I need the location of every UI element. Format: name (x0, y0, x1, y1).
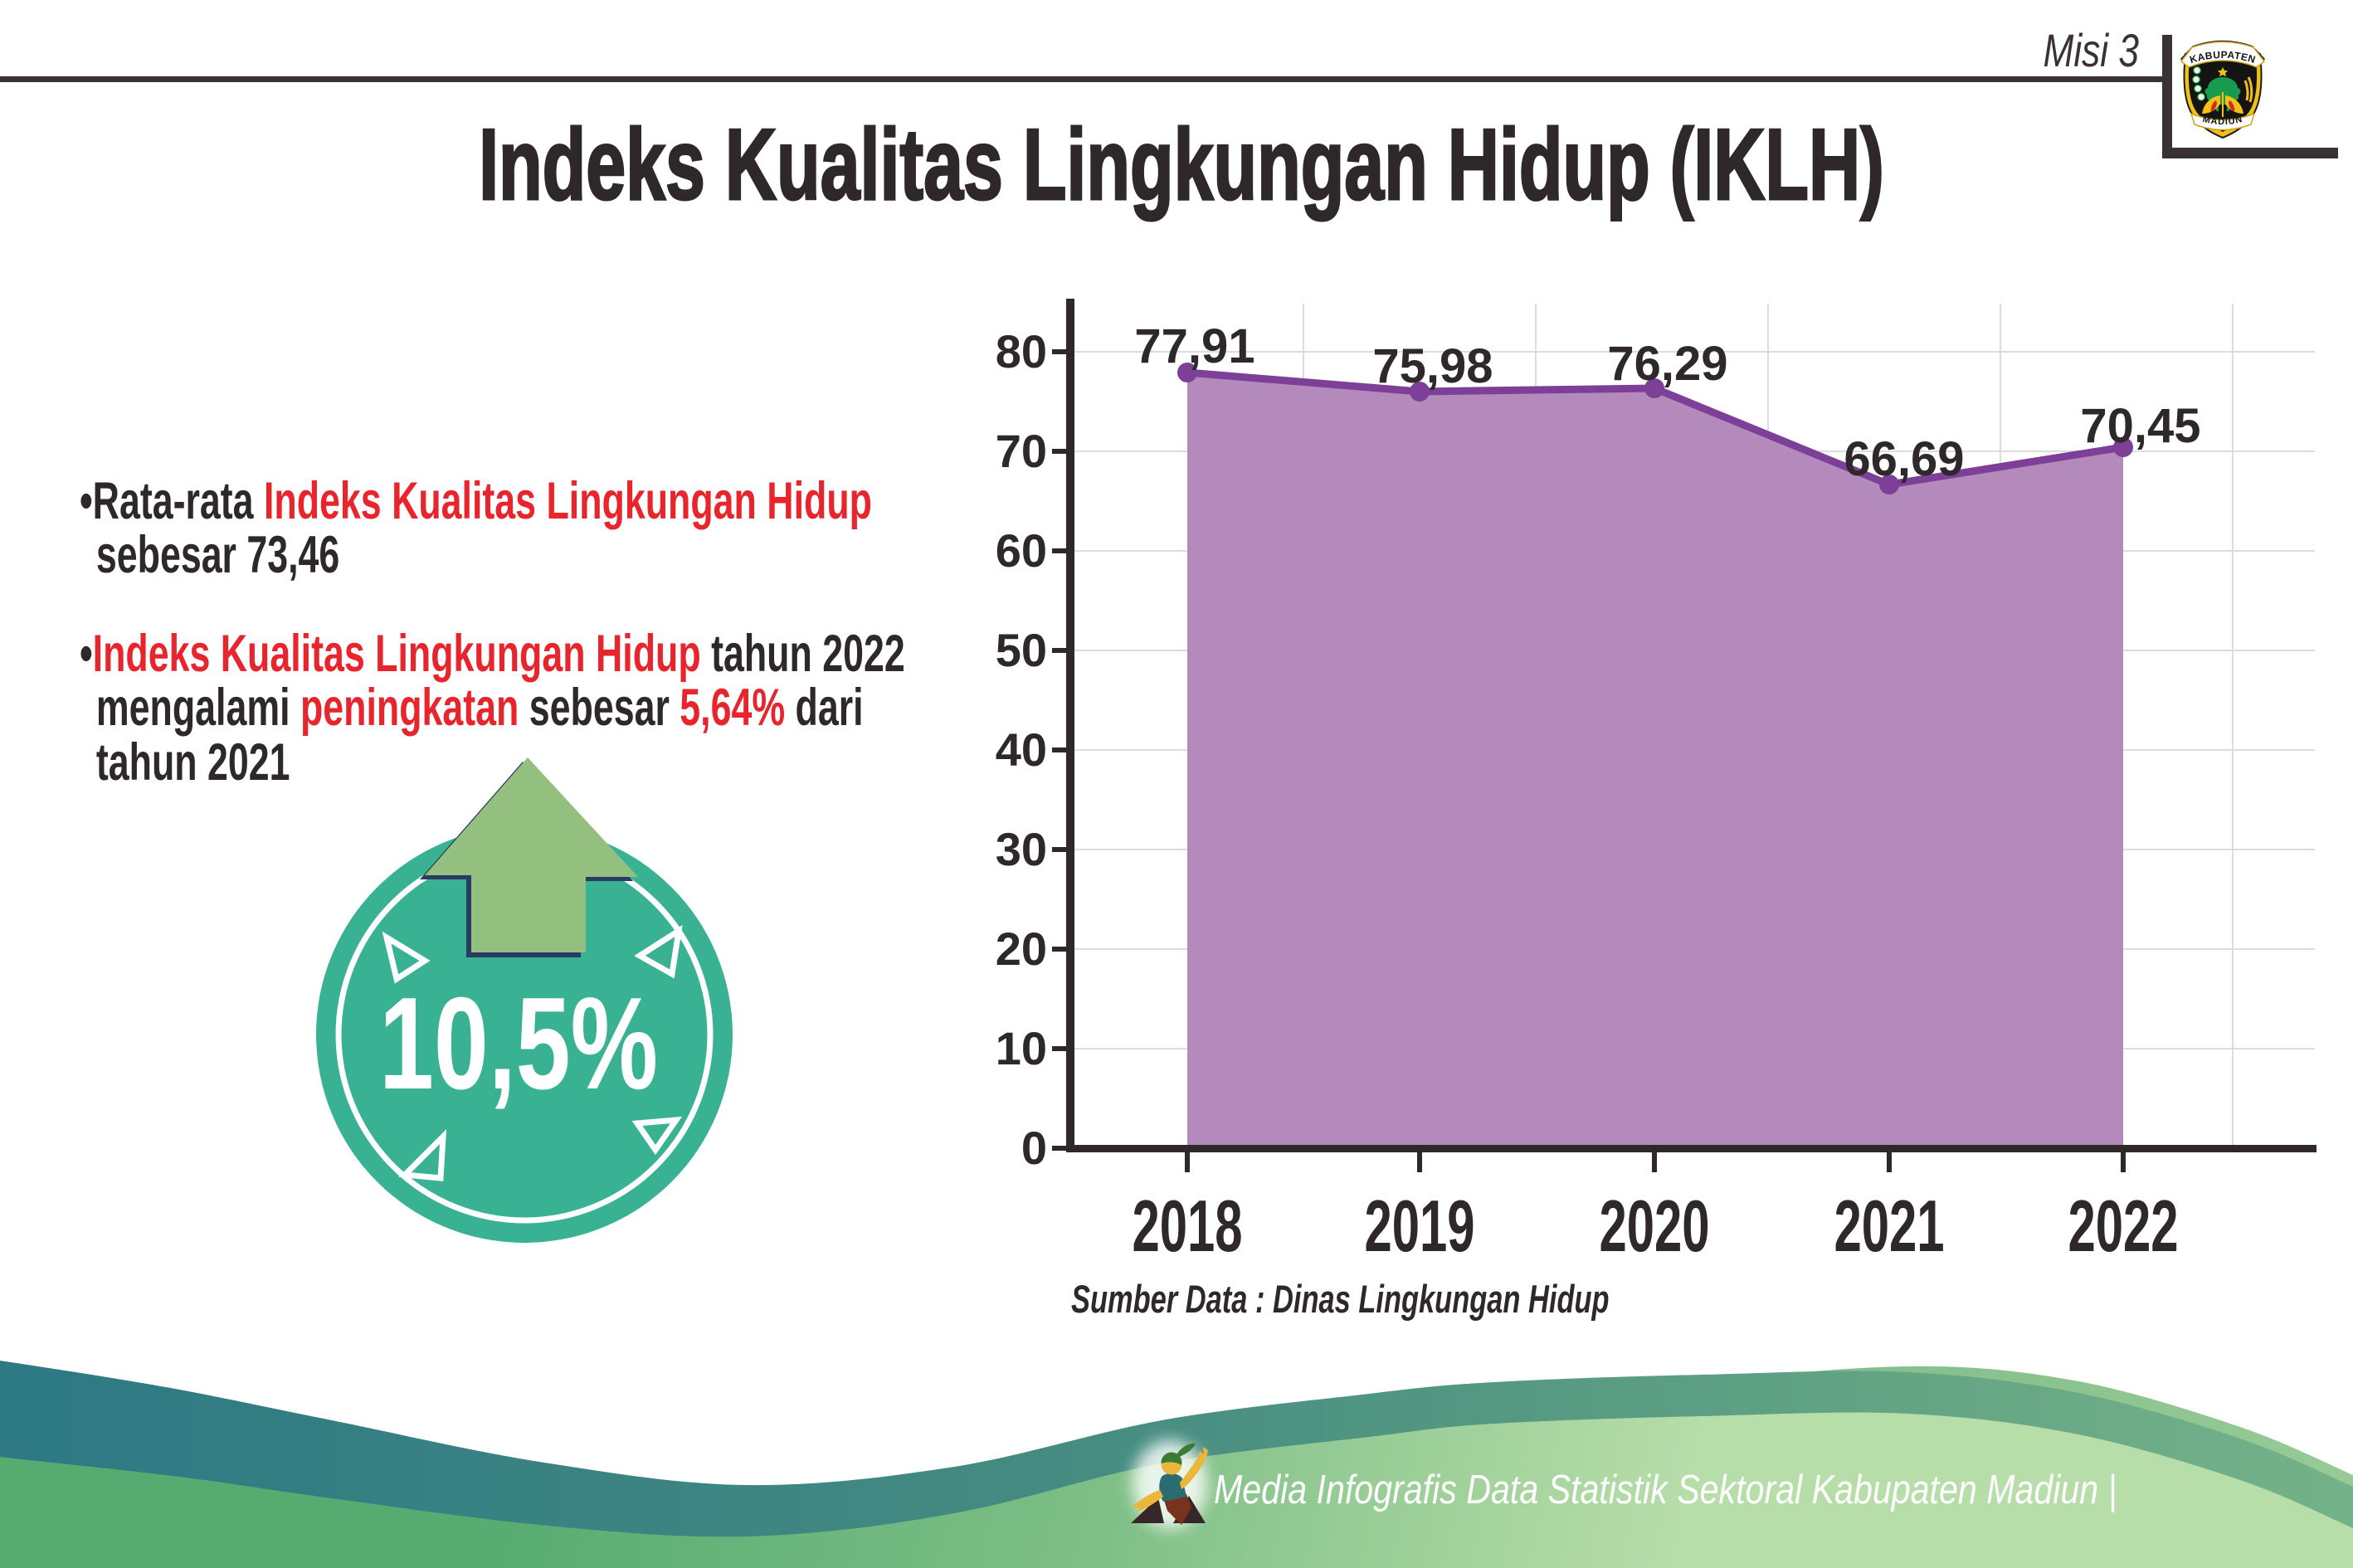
svg-text:30: 30 (996, 823, 1047, 875)
svg-text:mengalami peningkatan sebesar: mengalami peningkatan sebesar 5,64% dari (96, 678, 864, 736)
svg-text:MADIUN: MADIUN (2202, 114, 2244, 127)
svg-text:70: 70 (996, 425, 1047, 477)
svg-text:66,69: 66,69 (1844, 432, 1964, 486)
svg-text:77,91: 77,91 (1134, 319, 1254, 373)
svg-text:80: 80 (996, 325, 1047, 377)
svg-text:Misi 3: Misi 3 (2043, 24, 2139, 76)
svg-text:76,29: 76,29 (1607, 337, 1727, 391)
svg-text:KABUPATEN: KABUPATEN (2189, 49, 2258, 66)
svg-text:50: 50 (996, 624, 1047, 676)
svg-text:60: 60 (996, 524, 1047, 577)
svg-text:10: 10 (996, 1022, 1047, 1074)
svg-text:40: 40 (996, 723, 1047, 776)
svg-text:Indeks Kualitas Lingkungan Hid: Indeks Kualitas Lingkungan Hidup (IKLH) (479, 108, 1884, 221)
svg-text:2020: 2020 (1599, 1185, 1709, 1266)
svg-text:2018: 2018 (1132, 1185, 1242, 1266)
svg-text:70,45: 70,45 (2080, 399, 2200, 453)
svg-text:•Indeks Kualitas Lingkungan Hi: •Indeks Kualitas Lingkungan Hidup tahun … (80, 624, 905, 682)
svg-text:Sumber Data : Dinas Lingkungan: Sumber Data : Dinas Lingkungan Hidup (1071, 1278, 1610, 1321)
svg-text:2019: 2019 (1364, 1185, 1474, 1266)
svg-text:10,5%: 10,5% (379, 970, 658, 1116)
svg-text:0: 0 (1021, 1122, 1047, 1174)
svg-text:sebesar 73,46: sebesar 73,46 (96, 525, 339, 583)
svg-text:2021: 2021 (1834, 1185, 1944, 1266)
svg-text:75,98: 75,98 (1372, 339, 1493, 393)
svg-text:20: 20 (996, 923, 1047, 975)
svg-text:Media Infografis Data Statisti: Media Infografis Data Statistik Sektoral… (1214, 1467, 2117, 1512)
svg-text:tahun 2021: tahun 2021 (96, 733, 290, 791)
svg-text:•Rata-rata Indeks Kualitas Lin: •Rata-rata Indeks Kualitas Lingkungan Hi… (80, 471, 872, 529)
svg-text:2022: 2022 (2068, 1185, 2178, 1266)
